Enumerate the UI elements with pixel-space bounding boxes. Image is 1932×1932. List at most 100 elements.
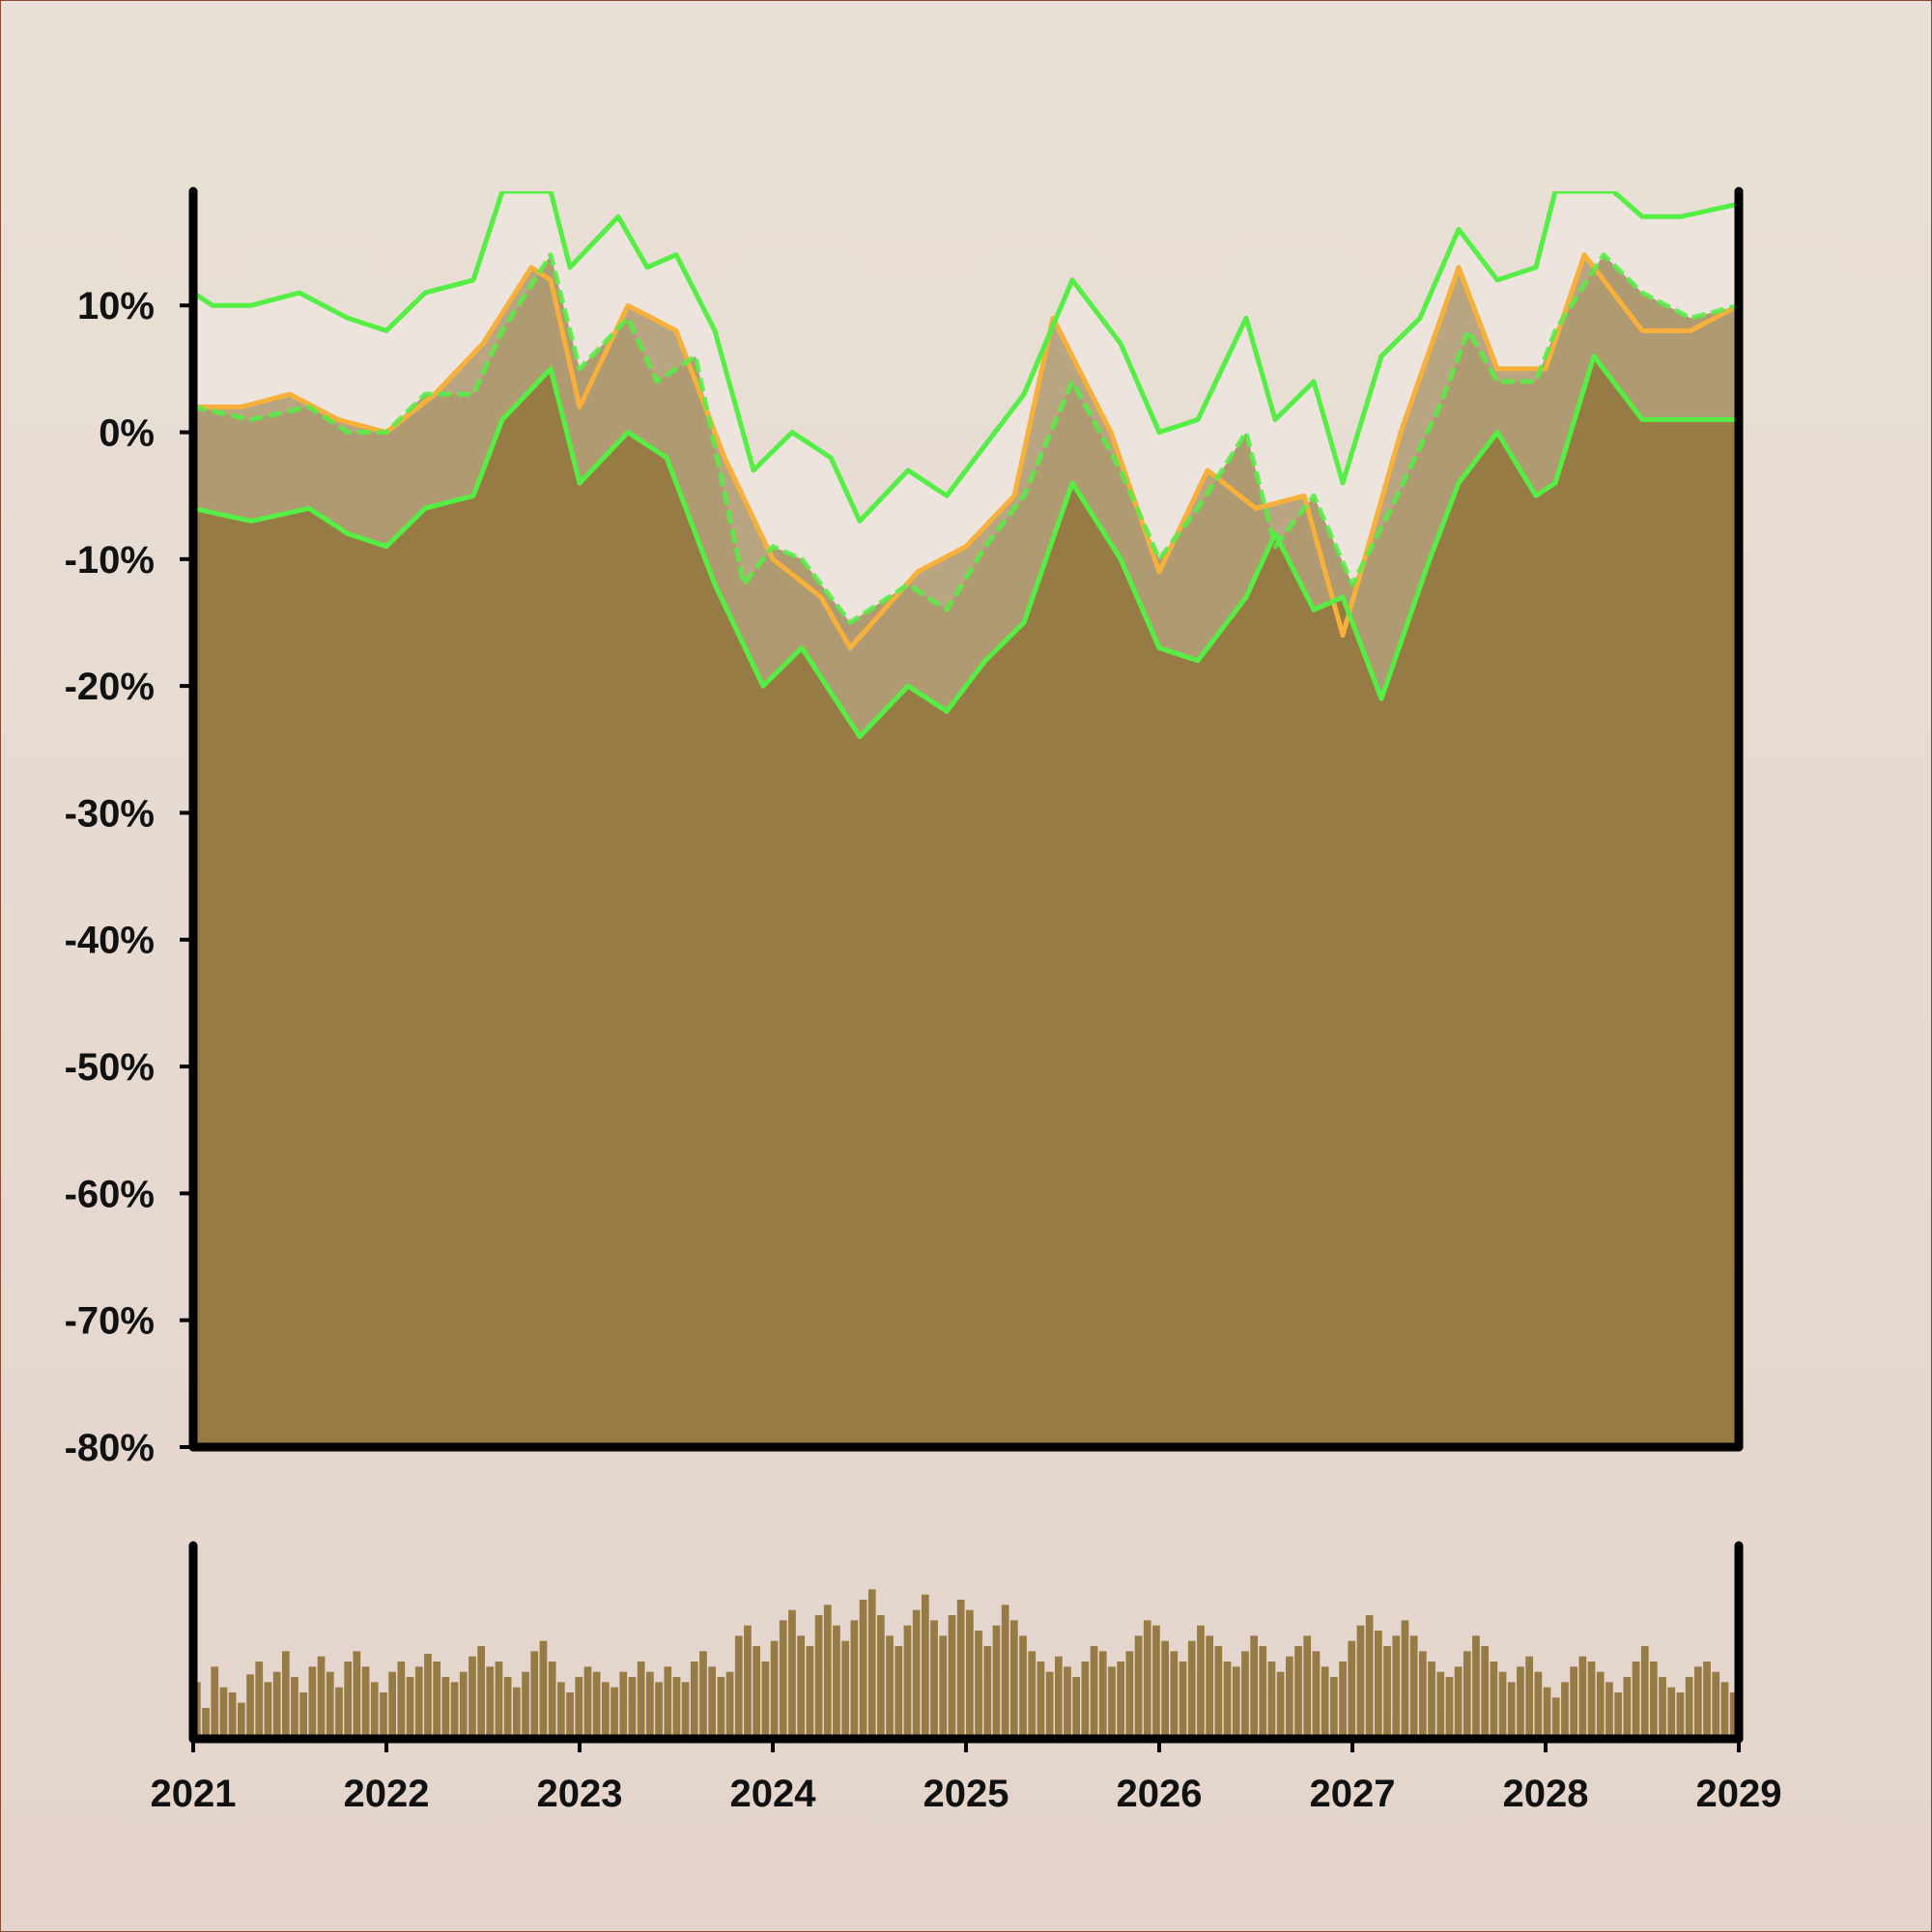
volume-bar (406, 1677, 414, 1739)
volume-bar (1276, 1671, 1285, 1739)
volume-bar (1650, 1662, 1658, 1739)
volume-bar (664, 1666, 672, 1739)
volume-bar (1267, 1662, 1276, 1739)
volume-bar (1019, 1635, 1027, 1739)
volume-bar (1694, 1666, 1702, 1739)
volume-bar (414, 1666, 423, 1739)
volume-bar (1712, 1671, 1720, 1739)
volume-bar (886, 1635, 894, 1739)
volume-bar (690, 1662, 698, 1739)
volume-bar (202, 1708, 210, 1739)
volume-bar (1339, 1662, 1347, 1739)
volume-bar (335, 1687, 343, 1739)
x-tick-label: 2026 (1117, 1773, 1203, 1815)
volume-bar (1445, 1677, 1454, 1739)
volume-bar (228, 1692, 237, 1739)
volume-bar (1001, 1605, 1009, 1739)
y-tick-label: 0% (99, 412, 155, 454)
volume-bar (806, 1646, 814, 1739)
volume-bar (779, 1620, 787, 1739)
volume-bar (1392, 1635, 1401, 1739)
y-tick-label: -30% (65, 792, 155, 835)
volume-bar (877, 1615, 885, 1739)
volume-bar (841, 1640, 849, 1739)
volume-bar (1286, 1656, 1293, 1739)
volume-bar (1152, 1625, 1160, 1739)
volume-bar (1507, 1682, 1516, 1739)
volume-bar (655, 1682, 663, 1739)
volume-bar (450, 1682, 459, 1739)
volume-bar (1561, 1682, 1569, 1739)
volume-bar (1072, 1677, 1080, 1739)
volume-bar (761, 1662, 770, 1739)
volume-bar (291, 1677, 298, 1739)
volume-bar (1534, 1671, 1543, 1739)
volume-bar (459, 1671, 468, 1739)
volume-bar (486, 1666, 495, 1739)
volume-bar (1134, 1635, 1143, 1739)
x-tick-label: 2022 (344, 1773, 430, 1815)
volume-bar (238, 1702, 245, 1739)
volume-bar (495, 1662, 503, 1739)
volume-bar (850, 1620, 859, 1739)
volume-bar (1703, 1662, 1711, 1739)
volume-bar (1010, 1620, 1018, 1739)
volume-bar (424, 1654, 432, 1739)
x-tick-label: 2024 (730, 1773, 817, 1815)
volume-bar (548, 1662, 556, 1739)
volume-bar (1720, 1682, 1729, 1739)
volume-bar (1596, 1671, 1605, 1739)
volume-bar (1045, 1671, 1054, 1739)
volume-bar (833, 1625, 840, 1739)
volume-bar (1614, 1692, 1622, 1739)
volume-bar (299, 1692, 307, 1739)
volume-bar (734, 1635, 743, 1739)
volume-bar (1365, 1615, 1374, 1739)
y-axis-ticks: 10% 0% -10% -20% -30% -40% -50% -60% -70% -80% (65, 285, 193, 1469)
volume-bar (922, 1594, 929, 1739)
volume-bar (681, 1682, 690, 1739)
volume-bar (770, 1640, 779, 1739)
volume-bar (344, 1662, 352, 1739)
volume-bar (1161, 1640, 1169, 1739)
middle-band-line (193, 252, 1739, 625)
volume-bar (1064, 1666, 1071, 1739)
volume-bar (441, 1677, 450, 1739)
volume-bar (1259, 1646, 1267, 1739)
volume-bar (717, 1677, 725, 1739)
y-tick-label: -70% (65, 1300, 155, 1343)
x-tick-label: 2029 (1696, 1773, 1782, 1815)
volume-bar (1098, 1651, 1107, 1739)
volume-plot-area (193, 1589, 1738, 1739)
volume-bar (380, 1692, 387, 1739)
volume-bar (353, 1651, 361, 1739)
volume-bar (1223, 1662, 1232, 1739)
volume-bar (1330, 1677, 1338, 1739)
volume-bar (477, 1646, 485, 1739)
volume-bar (246, 1674, 254, 1739)
volume-bar (539, 1640, 548, 1739)
volume-bar (1587, 1662, 1596, 1739)
volume-bar (930, 1620, 938, 1739)
volume-bar (966, 1609, 974, 1739)
volume-bar (530, 1651, 539, 1739)
volume-bar (397, 1662, 406, 1739)
volume-bar (1481, 1646, 1489, 1739)
volume-bar (948, 1615, 956, 1739)
volume-bar (1028, 1651, 1037, 1739)
volume-bar (637, 1662, 645, 1739)
volume-bar (211, 1666, 219, 1739)
volume-bar (1605, 1682, 1613, 1739)
volume-bar (1428, 1662, 1435, 1739)
volume-bar (1659, 1677, 1666, 1739)
volume-bar (1117, 1662, 1124, 1739)
volume-bar (1401, 1620, 1409, 1739)
volume-bar (1490, 1662, 1498, 1739)
volume-bar (1623, 1677, 1632, 1739)
volume-bar (1348, 1640, 1356, 1739)
x-tick-label: 2028 (1503, 1773, 1589, 1815)
main-plot-area (193, 191, 1739, 1447)
volume-bar (282, 1651, 290, 1739)
x-tick-label: 2027 (1310, 1773, 1396, 1815)
volume-bar (1206, 1635, 1213, 1739)
